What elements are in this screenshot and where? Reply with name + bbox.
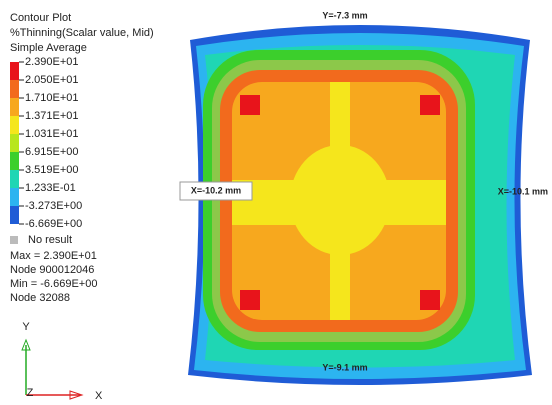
legend-band [10, 98, 19, 116]
legend-band [10, 188, 19, 206]
legend-band [10, 62, 19, 80]
no-result-label: No result [28, 234, 72, 246]
legend-stat: Max = 2.390E+01 [10, 250, 97, 262]
hotspot [420, 95, 440, 115]
legend: Contour Plot %Thinning(Scalar value, Mid)… [10, 12, 154, 304]
legend-level: 2.050E+01 [25, 74, 79, 86]
region-yellow-center [290, 145, 390, 255]
legend-band [10, 206, 19, 224]
hotspot [240, 95, 260, 115]
hotspot [240, 290, 260, 310]
axis-triad: Y Z X [22, 321, 103, 402]
legend-level: 3.519E+00 [25, 164, 79, 176]
annotation: Y=-7.3 mm [322, 10, 367, 20]
hotspot [420, 290, 440, 310]
screenshot: Y=-7.3 mm X=-10.2 mm X=-10.1 mm Y=-9.1 m… [0, 0, 552, 405]
triad-label: X [95, 390, 103, 402]
no-result-swatch [10, 236, 18, 244]
legend-level: -3.273E+00 [25, 200, 82, 212]
legend-title: %Thinning(Scalar value, Mid) [10, 27, 154, 39]
legend-level: 6.915E+00 [25, 146, 79, 158]
triad-label: Z [27, 387, 34, 399]
legend-level: 1.371E+01 [25, 110, 79, 122]
legend-level: 1.710E+01 [25, 92, 79, 104]
legend-stat: Min = -6.669E+00 [10, 278, 97, 290]
legend-level: 1.233E-01 [25, 182, 76, 194]
legend-band [10, 134, 19, 152]
legend-title: Simple Average [10, 42, 87, 54]
legend-level: -6.669E+00 [25, 218, 82, 230]
legend-level: 2.390E+01 [25, 56, 79, 68]
triad-label: Y [22, 321, 30, 333]
annotation: X=-10.1 mm [498, 186, 548, 196]
legend-band [10, 80, 19, 98]
legend-stat: Node 32088 [10, 292, 70, 304]
legend-title: Contour Plot [10, 12, 71, 24]
legend-stat: Node 900012046 [10, 264, 94, 276]
legend-band [10, 170, 19, 188]
annotation: X=-10.2 mm [191, 185, 241, 195]
legend-band [10, 152, 19, 170]
legend-band [10, 116, 19, 134]
contour-plot [188, 25, 532, 385]
legend-level: 1.031E+01 [25, 128, 79, 140]
annotation: Y=-9.1 mm [322, 362, 367, 372]
